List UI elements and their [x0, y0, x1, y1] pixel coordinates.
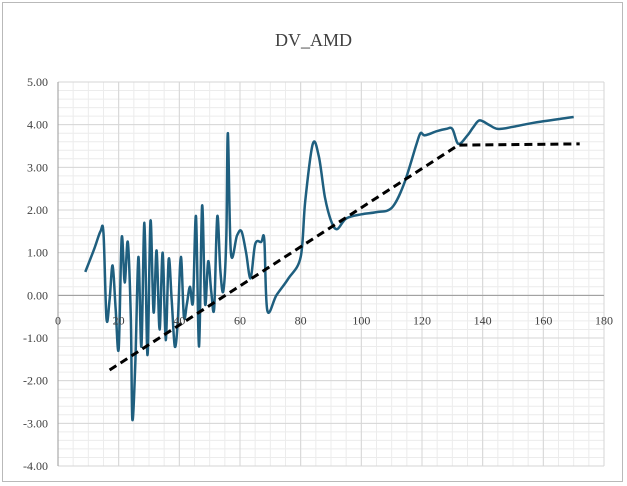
- x-tick-label: 0: [55, 313, 61, 327]
- y-tick-label: -2.00: [23, 374, 48, 388]
- x-tick-label: 180: [595, 313, 613, 327]
- x-tick-label: 100: [352, 313, 370, 327]
- y-tick-label: 1.00: [27, 246, 48, 260]
- y-tick-label: 3.00: [27, 160, 48, 174]
- x-tick-label: 60: [234, 313, 246, 327]
- tick-labels: 5.00 4.00 3.00 2.00 1.00 0.00 -1.00 -2.00 -3.00 -…: [23, 75, 613, 473]
- y-tick-label: 4.00: [27, 118, 48, 132]
- y-tick-label: 2.00: [27, 203, 48, 217]
- chart-title: DV_AMD: [274, 30, 352, 50]
- y-tick-label: -1.00: [23, 331, 48, 345]
- trend-line-dashed: [108, 142, 580, 372]
- x-tick-label: 160: [534, 313, 552, 327]
- y-tick-label: -4.00: [23, 459, 48, 473]
- data-series-line: [84, 115, 574, 422]
- x-tick-label: 80: [295, 313, 307, 327]
- x-tick-label: 120: [413, 313, 431, 327]
- y-tick-label: 0.00: [27, 288, 48, 302]
- y-tick-label: 5.00: [27, 75, 48, 89]
- x-tick-label: 140: [474, 313, 492, 327]
- x-tick-label: 40: [173, 313, 185, 327]
- y-tick-label: -3.00: [23, 416, 48, 430]
- series-layer: [84, 115, 580, 422]
- x-tick-label: 20: [113, 313, 125, 327]
